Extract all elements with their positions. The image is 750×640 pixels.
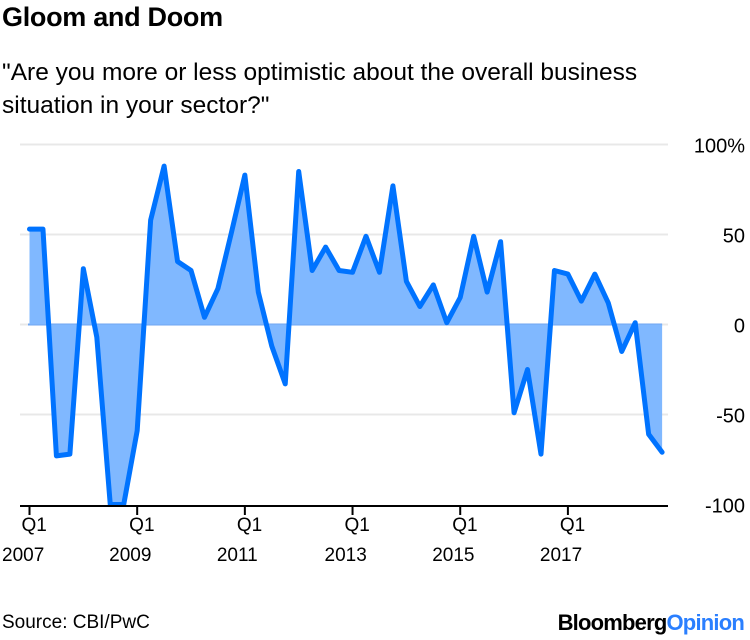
x-tick-label-year: 2007	[2, 545, 44, 566]
x-tick-label-year: 2011	[217, 545, 258, 566]
x-tick-label-quarter: Q1	[345, 515, 370, 536]
x-tick-label-quarter: Q1	[560, 515, 585, 536]
x-tick-label-year: 2009	[109, 545, 151, 566]
y-tick-label: 50	[723, 226, 745, 248]
x-tick-label-year: 2017	[540, 545, 582, 566]
bloomberg-opinion-logo: BloombergOpinion	[557, 610, 745, 635]
y-tick-label: 100%	[694, 136, 745, 158]
x-tick-label-quarter: Q1	[129, 515, 154, 536]
x-tick-label-quarter: Q1	[22, 515, 47, 536]
series-line	[27, 163, 665, 507]
x-tick-label-quarter: Q1	[452, 515, 477, 536]
chart: 100% 50 0 -50 -100 Q1 2007 Q1 2009 Q1 2011 Q1 2013 Q1…	[2, 136, 745, 567]
y-tick-label: -50	[716, 406, 745, 428]
chart-subtitle: "Are you more or less optimistic about t…	[2, 59, 638, 119]
x-tick-label-year: 2013	[325, 545, 367, 566]
y-tick-label: -100	[705, 496, 745, 518]
area-fill	[29, 166, 663, 505]
source-note: Source: CBI/PwC	[2, 612, 150, 633]
x-tick-label-year: 2015	[432, 545, 474, 566]
y-tick-label: 0	[734, 316, 745, 338]
chart-title: Gloom and Doom	[2, 2, 223, 32]
x-tick-label-quarter: Q1	[237, 515, 262, 536]
